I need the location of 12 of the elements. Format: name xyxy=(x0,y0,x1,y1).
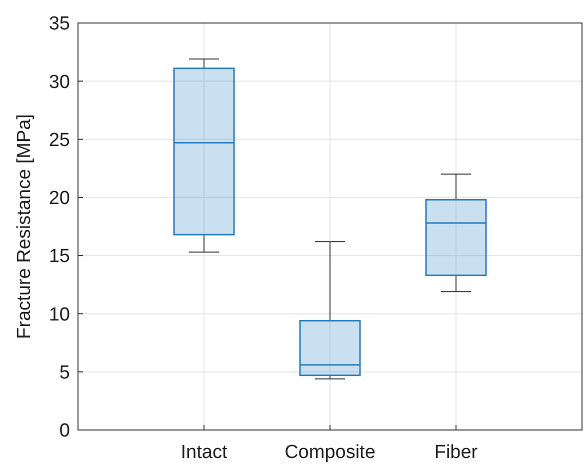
y-tick-label: 25 xyxy=(48,130,70,151)
x-tick-label: Composite xyxy=(284,442,376,463)
x-tick-label: Intact xyxy=(180,442,228,463)
y-tick-label: 10 xyxy=(48,304,70,326)
y-tick-label: 35 xyxy=(48,14,70,35)
y-tick-label: 15 xyxy=(48,246,70,268)
y-tick-label: 30 xyxy=(48,72,70,93)
y-tick-label: 20 xyxy=(48,188,70,210)
x-tick-label: Fiber xyxy=(434,442,478,463)
y-tick-label: 0 xyxy=(59,420,70,442)
y-axis-title: Fracture Resistance [MPa] xyxy=(14,114,35,339)
y-tick-label: 5 xyxy=(59,362,70,384)
